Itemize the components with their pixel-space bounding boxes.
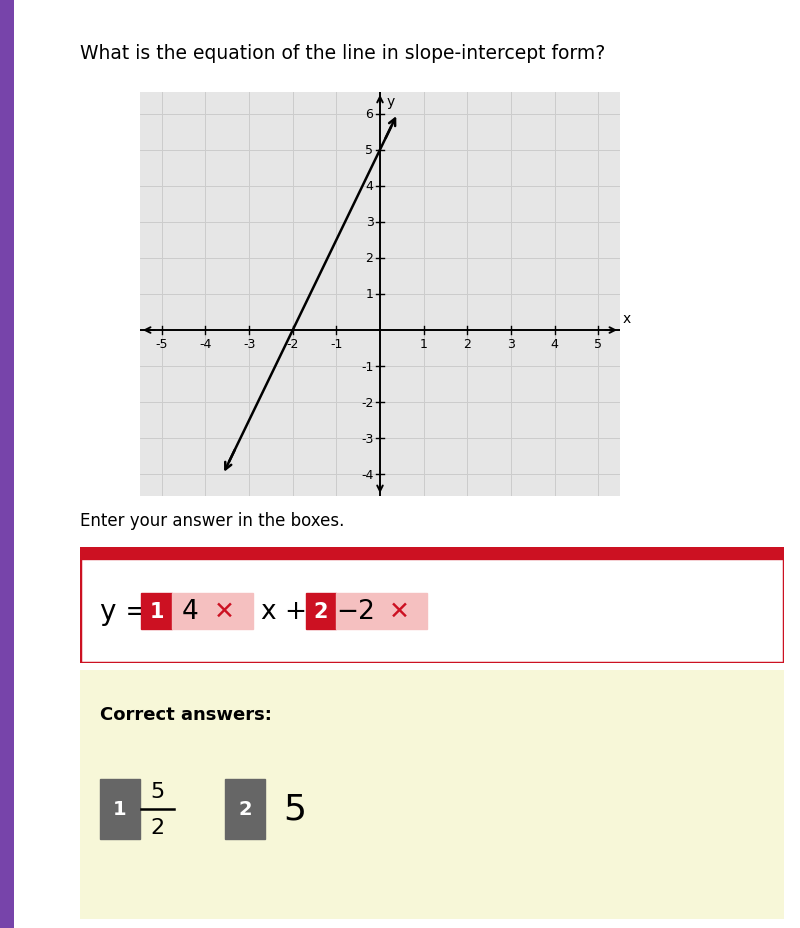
Text: ✕: ✕ (214, 599, 235, 624)
Text: 4: 4 (182, 599, 198, 625)
Bar (142, 594, 172, 629)
Text: 1: 1 (113, 799, 126, 818)
Text: x +: x + (261, 599, 306, 625)
Text: Enter your answer in the boxes.: Enter your answer in the boxes. (80, 511, 344, 530)
Text: 5: 5 (150, 780, 165, 801)
Text: 5: 5 (366, 144, 374, 157)
Text: 3: 3 (507, 338, 515, 351)
Text: -1: -1 (361, 360, 374, 373)
Bar (226, 779, 265, 839)
Bar (100, 779, 139, 839)
Text: -4: -4 (199, 338, 212, 351)
Text: 2: 2 (238, 799, 252, 818)
Text: 2: 2 (366, 252, 374, 265)
Bar (306, 594, 336, 629)
Text: 2: 2 (314, 601, 328, 622)
Text: 1: 1 (150, 601, 164, 622)
Text: What is the equation of the line in slope-intercept form?: What is the equation of the line in slop… (80, 44, 606, 63)
Text: 4: 4 (366, 180, 374, 193)
Text: -3: -3 (243, 338, 255, 351)
Text: x: x (622, 311, 630, 326)
Bar (80, 548, 784, 560)
Bar (336, 594, 426, 629)
Text: 6: 6 (366, 108, 374, 121)
Text: 1: 1 (420, 338, 427, 351)
Text: y =: y = (100, 598, 149, 625)
Text: -3: -3 (361, 432, 374, 445)
Text: -2: -2 (286, 338, 299, 351)
Text: -5: -5 (155, 338, 168, 351)
Text: 4: 4 (550, 338, 558, 351)
Text: y: y (386, 95, 394, 109)
Text: -1: -1 (330, 338, 342, 351)
Text: 5: 5 (594, 338, 602, 351)
Text: 3: 3 (366, 216, 374, 229)
Text: Correct answers:: Correct answers: (100, 705, 272, 723)
Bar (172, 594, 254, 629)
Text: -2: -2 (361, 396, 374, 409)
Text: 1: 1 (366, 289, 374, 301)
Text: -4: -4 (361, 469, 374, 482)
Text: 5: 5 (283, 792, 306, 826)
Text: 2: 2 (150, 817, 165, 837)
Text: −2: −2 (337, 599, 376, 625)
Text: 2: 2 (463, 338, 471, 351)
Text: ✕: ✕ (389, 599, 410, 624)
